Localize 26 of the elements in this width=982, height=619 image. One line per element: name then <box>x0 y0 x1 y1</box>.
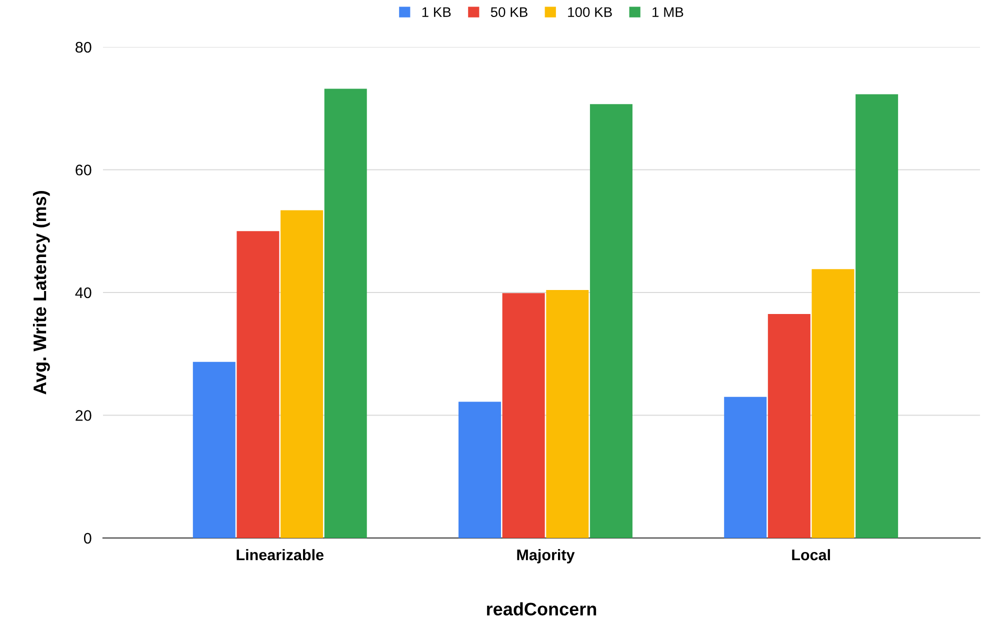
y-tick-label: 0 <box>84 532 92 544</box>
x-tick-label: Majority <box>517 549 575 564</box>
bar <box>546 290 589 538</box>
bar <box>856 94 898 538</box>
x-tick-label: Local <box>792 549 830 560</box>
bar <box>768 314 810 538</box>
bar <box>590 104 632 538</box>
y-axis-title: Avg. Write Latency (ms) <box>32 191 50 394</box>
legend-label: 1 MB <box>652 7 684 17</box>
x-axis-title: readConcern <box>487 602 596 616</box>
legend-label: 50 KB <box>490 7 528 18</box>
bar <box>192 362 236 538</box>
legend-label: 100 KB <box>568 7 612 18</box>
x-tick-label: Linearizable <box>236 549 324 560</box>
bar <box>812 269 854 538</box>
y-tick-label: 40 <box>75 287 92 298</box>
bar <box>502 293 545 538</box>
bar <box>324 88 367 538</box>
y-tick-label: 80 <box>76 42 92 53</box>
bar <box>458 402 502 538</box>
bar <box>280 210 324 538</box>
bar <box>724 396 767 538</box>
y-tick-label: 20 <box>76 410 92 421</box>
y-tick-label: 60 <box>76 164 92 176</box>
bar <box>236 231 280 538</box>
legend-label: 1 KB <box>422 7 451 17</box>
